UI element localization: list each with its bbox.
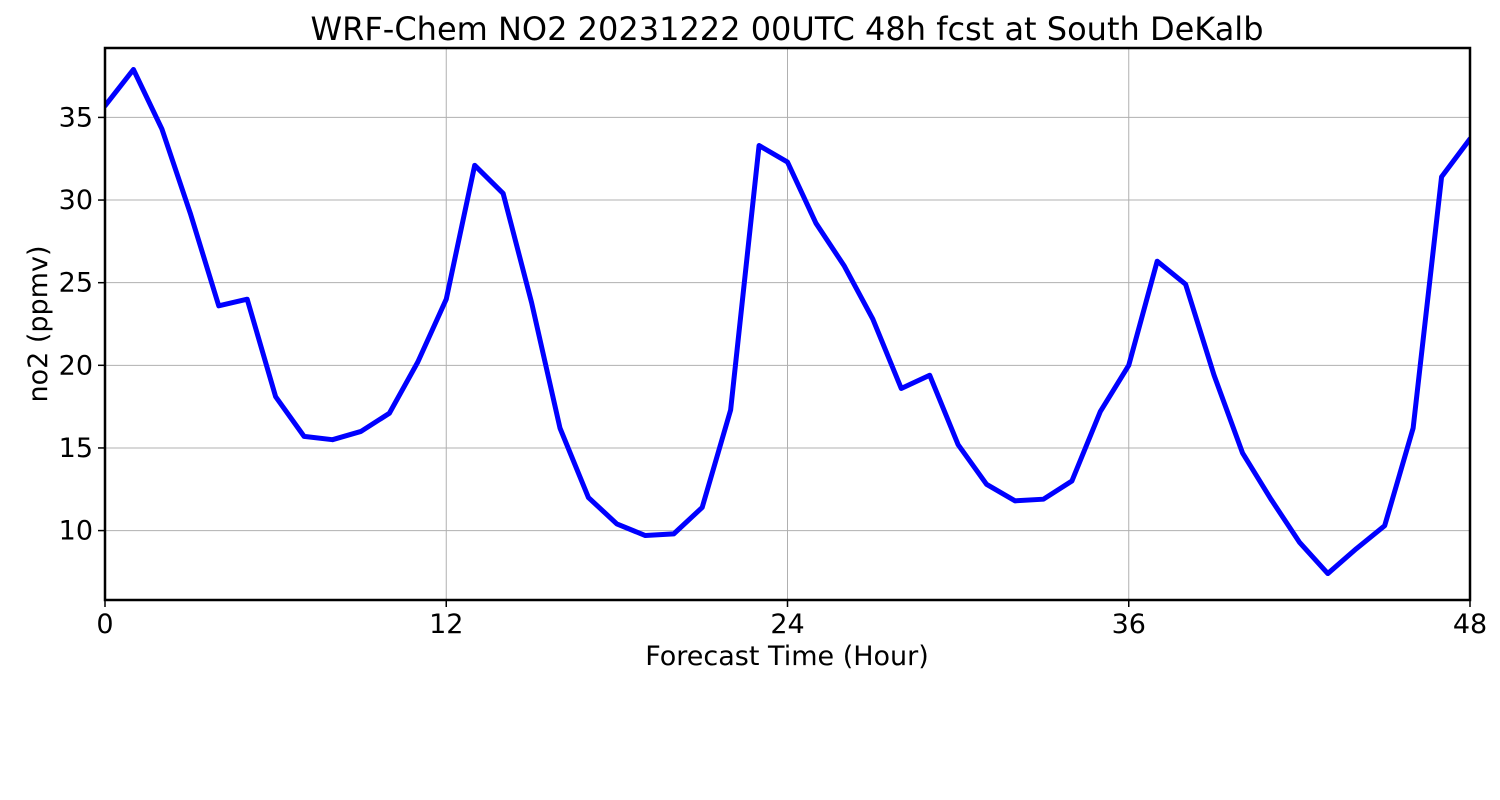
y-tick-label: 10 [59, 516, 93, 547]
x-tick-label: 48 [1453, 609, 1487, 640]
y-tick-label: 15 [59, 433, 93, 464]
no2-series-line [105, 66, 1470, 577]
y-axis-label: no2 (ppmv) [23, 245, 54, 402]
y-tick-label: 25 [59, 268, 93, 299]
y-tick-label: 20 [59, 350, 93, 381]
x-tick-label: 24 [770, 609, 804, 640]
x-tick-label: 0 [96, 609, 113, 640]
y-tick-label: 35 [59, 102, 93, 133]
y-tick-label: 30 [59, 185, 93, 216]
x-tick-label: 36 [1112, 609, 1146, 640]
grid-lines [104, 48, 1471, 600]
series-layer [105, 66, 1470, 577]
chart-title: WRF-Chem NO2 20231222 00UTC 48h fcst at … [311, 10, 1264, 48]
axis-ticks: 0 12 24 36 48 10 15 20 25 30 35 [59, 102, 1488, 640]
x-tick-label: 12 [429, 609, 463, 640]
x-axis-label: Forecast Time (Hour) [645, 641, 929, 672]
